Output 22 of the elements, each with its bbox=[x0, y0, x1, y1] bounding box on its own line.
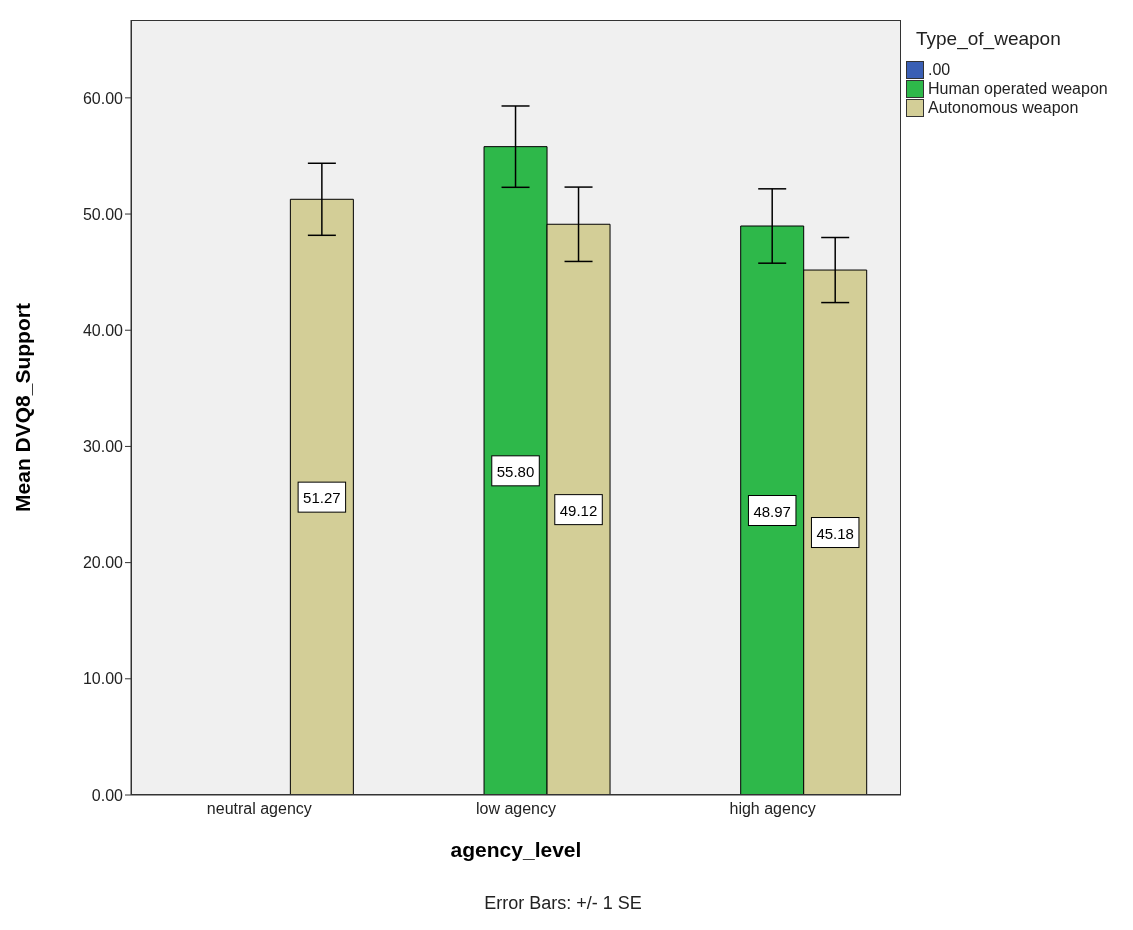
x-axis-title: agency_level bbox=[450, 838, 582, 861]
data-label: 55.80 bbox=[496, 462, 535, 480]
y-tick-label: 60.00 bbox=[82, 89, 124, 107]
data-label: 48.97 bbox=[753, 502, 791, 520]
data-label: 51.27 bbox=[303, 489, 341, 507]
x-tick-label: high agency bbox=[729, 800, 816, 818]
data-label: 45.18 bbox=[816, 524, 854, 542]
y-axis-title: Mean DVQ8_Support bbox=[11, 303, 35, 512]
legend-label: Human operated weapon bbox=[928, 79, 1108, 98]
text: Error Bars: +/- 1 SE bbox=[483, 893, 643, 914]
y-tick-label: 40.00 bbox=[82, 321, 124, 339]
legend-label: Autonomous weapon bbox=[928, 98, 1079, 117]
legend-title: Type_of_weapon bbox=[916, 28, 1062, 50]
y-tick-label: 10.00 bbox=[82, 670, 124, 688]
data-label: 49.12 bbox=[559, 501, 598, 519]
y-tick-label: 0.00 bbox=[91, 786, 124, 804]
y-tick-label: 50.00 bbox=[82, 205, 124, 223]
x-tick-label: neutral agency bbox=[206, 800, 312, 818]
y-tick-label: 30.00 bbox=[82, 438, 124, 456]
x-tick-label: low agency bbox=[475, 800, 557, 818]
y-tick-label: 20.00 bbox=[82, 554, 124, 572]
legend-label: .00 bbox=[928, 60, 951, 79]
